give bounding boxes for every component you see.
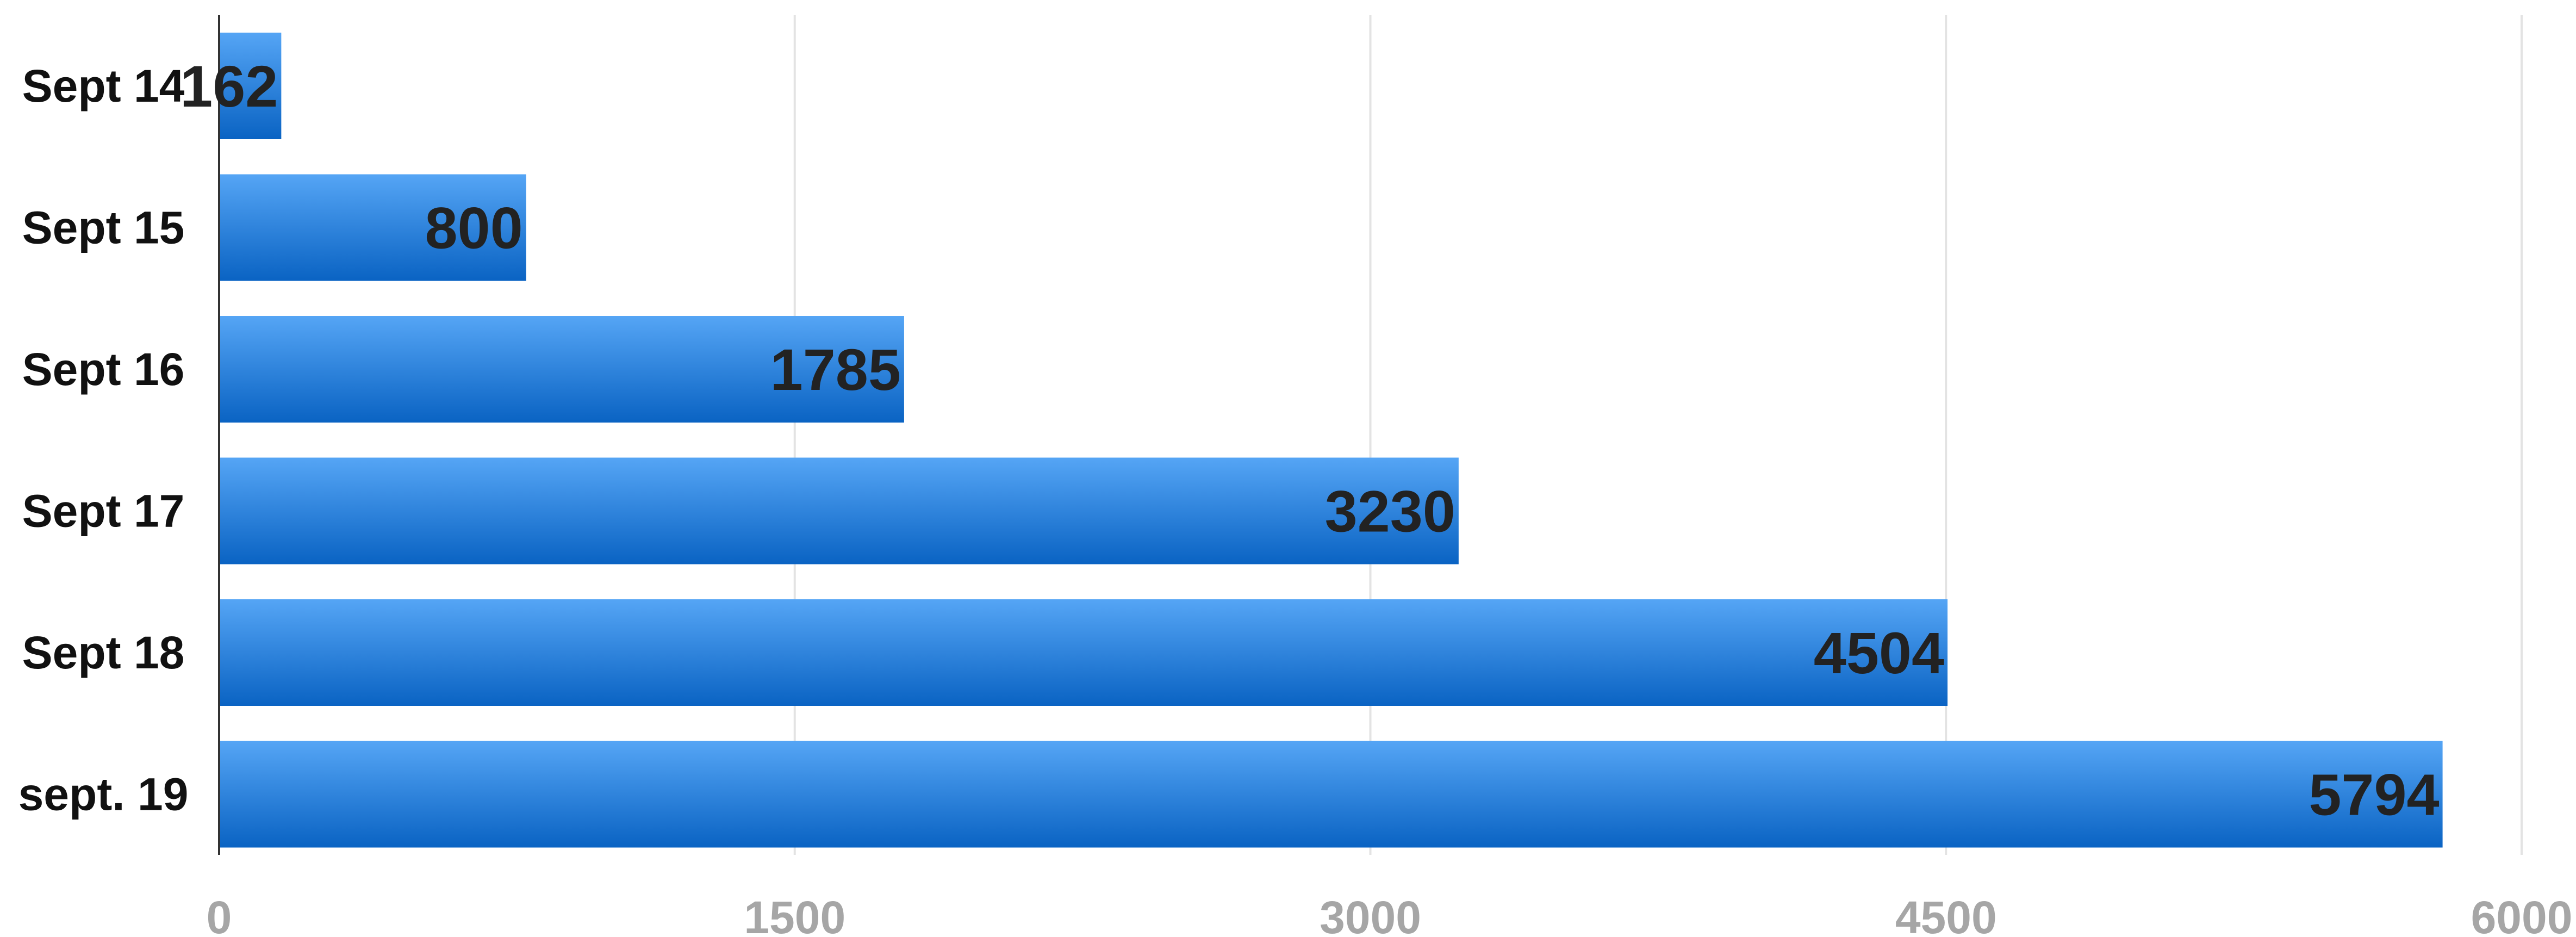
category-label: Sept 18 — [22, 627, 185, 678]
x-tick-label: 6000 — [2471, 892, 2573, 937]
x-tick-label: 3000 — [1320, 892, 1421, 937]
bar — [219, 316, 904, 423]
data-label: 800 — [425, 195, 522, 261]
data-label: 1785 — [770, 337, 901, 402]
data-label: 4504 — [1814, 620, 1944, 686]
x-tick-label: 1500 — [744, 892, 845, 937]
bar — [219, 33, 282, 139]
category-label: Sept 16 — [22, 344, 185, 395]
data-label: 3230 — [1325, 479, 1455, 544]
category-label: Sept 14 — [22, 60, 185, 111]
data-label: 5794 — [2309, 762, 2439, 828]
x-tick-label: 0 — [207, 892, 232, 937]
bar — [219, 457, 1459, 564]
bar — [219, 174, 526, 281]
bar — [219, 599, 1948, 706]
x-tick-label: 4500 — [1895, 892, 1997, 937]
category-label: Sept 17 — [22, 486, 185, 537]
category-label: sept. 19 — [18, 769, 189, 820]
category-label: Sept 15 — [22, 202, 185, 253]
gridlines — [793, 15, 2523, 855]
bar — [219, 741, 2443, 848]
bars — [219, 33, 2443, 848]
data-label: 162 — [180, 53, 278, 119]
